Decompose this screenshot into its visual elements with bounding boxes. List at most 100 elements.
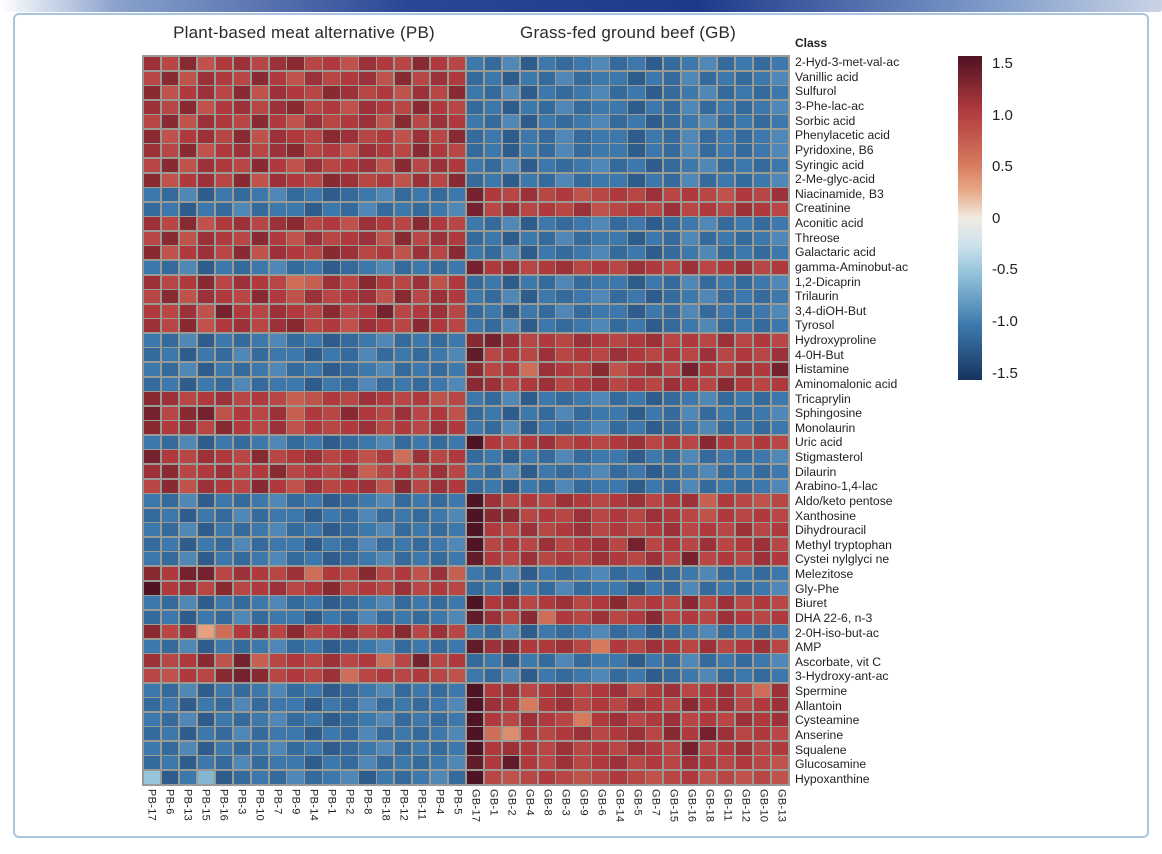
heatmap-cell — [753, 712, 771, 726]
heatmap-cell — [646, 100, 663, 114]
heatmap-cell — [753, 86, 771, 100]
heatmap-cell — [377, 654, 394, 668]
heatmap-cell — [502, 86, 519, 100]
heatmap-cell — [771, 129, 788, 143]
heatmap-cell — [520, 246, 537, 260]
heatmap-cell — [646, 363, 663, 376]
heatmap-cell — [556, 625, 573, 639]
heatmap-cell — [574, 202, 591, 216]
heatmap-cell — [144, 435, 161, 449]
heatmap-cell — [269, 173, 286, 187]
heatmap-cell — [538, 71, 555, 85]
heatmap-cell — [717, 159, 735, 172]
heatmap-cell — [699, 319, 717, 333]
heatmap-cell — [664, 639, 681, 653]
heatmap-cell — [520, 712, 537, 726]
heatmap-cell — [610, 654, 627, 668]
heatmap-cell — [251, 523, 268, 537]
heatmap-cell — [395, 144, 412, 158]
heatmap-cell — [430, 771, 448, 784]
heatmap-cell — [466, 188, 484, 202]
heatmap-cell — [395, 654, 412, 668]
heatmap-cell — [395, 57, 412, 70]
heatmap-cell — [305, 669, 322, 682]
heatmap-cell — [610, 304, 627, 318]
heatmap-cell — [538, 406, 555, 420]
heatmap-cell — [287, 319, 304, 333]
heatmap-cell — [484, 639, 502, 653]
heatmap-cell — [681, 217, 699, 231]
heatmap-cell — [628, 202, 645, 216]
heatmap-cell — [359, 771, 376, 784]
heatmap-cell — [484, 435, 502, 449]
heatmap-cell — [556, 567, 573, 580]
heatmap-cell — [502, 290, 519, 304]
heatmap-cell — [395, 159, 412, 172]
heatmap-cell — [771, 304, 788, 318]
heatmap-cell — [215, 261, 233, 274]
heatmap-cell — [574, 333, 591, 347]
heatmap-cell — [179, 581, 197, 595]
heatmap-cell — [197, 71, 215, 85]
heatmap-cell — [753, 698, 771, 712]
heatmap-cell — [681, 188, 699, 202]
heatmap-cell — [448, 669, 466, 682]
heatmap-cell — [520, 523, 537, 537]
heatmap-cell — [610, 479, 627, 493]
heatmap-cell — [197, 202, 215, 216]
heatmap-cell — [628, 654, 645, 668]
heatmap-cell — [699, 727, 717, 741]
heatmap-cell — [681, 712, 699, 726]
row-label: gamma-Aminobut-ac — [795, 259, 909, 274]
heatmap-cell — [664, 261, 681, 274]
heatmap-cell — [771, 115, 788, 129]
heatmap-cell — [215, 508, 233, 522]
heatmap-cell — [269, 86, 286, 100]
heatmap-cell — [735, 261, 753, 274]
heatmap-cell — [753, 727, 771, 741]
heatmap-cell — [574, 290, 591, 304]
heatmap-cell — [520, 159, 537, 172]
heatmap-cell — [395, 727, 412, 741]
heatmap-cell — [771, 100, 788, 114]
heatmap-cell — [646, 421, 663, 435]
heatmap-cell — [448, 479, 466, 493]
heatmap-cell — [395, 508, 412, 522]
heatmap-cell — [341, 421, 358, 435]
heatmap-cell — [699, 639, 717, 653]
heatmap-cell — [628, 523, 645, 537]
heatmap-cell — [215, 683, 233, 697]
heatmap-cell — [395, 552, 412, 566]
heatmap-cell — [430, 363, 448, 376]
heatmap-cell — [574, 246, 591, 260]
heatmap-cell — [323, 392, 340, 406]
heatmap-cell — [233, 610, 250, 624]
heatmap-cell — [538, 86, 555, 100]
heatmap-cell — [681, 567, 699, 580]
heatmap-cell — [646, 756, 663, 770]
heatmap-cell — [646, 508, 663, 522]
heatmap-cell — [215, 159, 233, 172]
heatmap-cell — [395, 217, 412, 231]
heatmap-cell — [592, 741, 609, 755]
heatmap-cell — [269, 275, 286, 289]
heatmap-cell — [197, 261, 215, 274]
heatmap-cell — [287, 625, 304, 639]
heatmap-cell — [144, 231, 161, 245]
heatmap-cell — [305, 71, 322, 85]
heatmap-cell — [233, 100, 250, 114]
heatmap-cell — [538, 246, 555, 260]
heatmap-cell — [771, 217, 788, 231]
heatmap-cell — [574, 261, 591, 274]
heatmap-cell — [251, 115, 268, 129]
heatmap-cell — [484, 144, 502, 158]
heatmap-cell — [269, 333, 286, 347]
heatmap-cell — [538, 610, 555, 624]
heatmap-cell — [592, 71, 609, 85]
heatmap-cell — [664, 771, 681, 784]
heatmap-cell — [466, 100, 484, 114]
heatmap-cell — [717, 669, 735, 682]
row-label: Galactaric acid — [795, 245, 876, 260]
heatmap-cell — [556, 231, 573, 245]
heatmap-cell — [520, 508, 537, 522]
